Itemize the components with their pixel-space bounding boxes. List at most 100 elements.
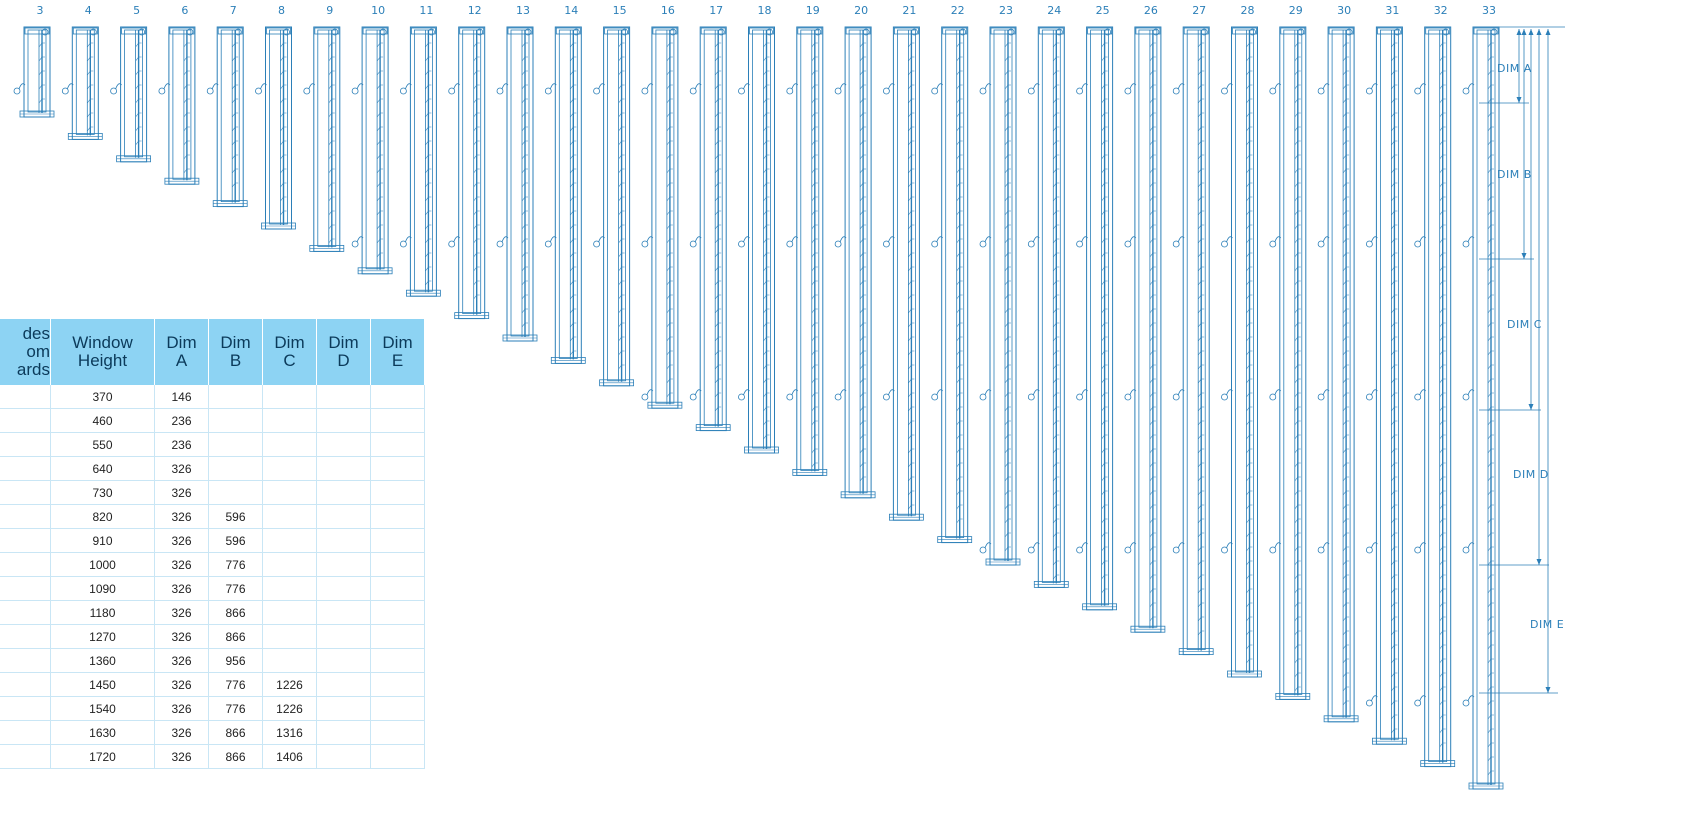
blade-tick — [1246, 112, 1253, 118]
blade-tick — [280, 126, 287, 132]
table-cell — [262, 385, 317, 409]
blade-tick — [859, 196, 867, 202]
blade-tick — [1246, 420, 1253, 426]
blade-tick — [1487, 168, 1494, 174]
operator-arm — [1226, 389, 1233, 396]
blade-tick — [1149, 406, 1156, 412]
blade-tick — [1246, 70, 1253, 76]
blade-tick — [280, 98, 287, 104]
blade-tick — [38, 56, 45, 62]
blade-tick — [1439, 504, 1446, 510]
blade-tick — [714, 238, 722, 244]
blade-tick — [1342, 350, 1350, 356]
blade-tick — [811, 322, 818, 328]
operator-arm — [791, 236, 799, 243]
blade-tick — [1439, 308, 1446, 314]
blade-tick — [1053, 224, 1060, 230]
blade-tick — [1439, 616, 1446, 622]
blade-tick — [1342, 224, 1350, 230]
blade-tick — [956, 504, 963, 510]
blade-tick — [1487, 126, 1494, 132]
blade-tick — [956, 294, 963, 300]
blade-tick — [908, 462, 915, 468]
blade-tick — [1149, 266, 1156, 272]
blade-tick — [1487, 714, 1494, 720]
window-inner-frame — [27, 29, 47, 113]
blade-tick — [811, 154, 818, 160]
blade-tick — [763, 392, 770, 398]
blade-tick — [1439, 252, 1446, 258]
blade-tick — [135, 42, 142, 48]
blade-count-label: 30 — [1337, 4, 1351, 17]
blade-tick — [1487, 70, 1494, 76]
blade-tick — [570, 350, 577, 356]
blade-tick — [1246, 252, 1253, 258]
blade-tick — [1439, 448, 1446, 454]
blade-tick — [1342, 252, 1350, 258]
blade-tick — [618, 224, 625, 230]
table-cell — [0, 624, 51, 649]
blade-tick — [376, 112, 384, 118]
blade-tick — [811, 42, 818, 48]
blade-tick — [1053, 518, 1060, 524]
blade-tick — [473, 154, 480, 160]
blade-tick — [1391, 308, 1398, 314]
blade-count-label: 27 — [1192, 4, 1206, 17]
blade-tick — [1439, 518, 1446, 524]
blade-tick — [1101, 392, 1108, 398]
window-inner-frame — [269, 29, 288, 225]
operator-arm — [1032, 542, 1040, 549]
blade-tick — [1439, 266, 1446, 272]
blade-tick — [1439, 532, 1446, 538]
operator-arm — [1081, 542, 1088, 549]
blade-tick — [1053, 546, 1060, 552]
table-cell — [370, 552, 425, 577]
blade-tick — [763, 308, 770, 314]
window-elevation-26: 26 — [1124, 4, 1166, 633]
window-elevation-18: 18 — [738, 4, 779, 454]
blade-tick — [1246, 602, 1253, 608]
table-cell: 776 — [208, 552, 263, 577]
table-cell — [370, 648, 425, 673]
blade-tick — [1342, 266, 1350, 272]
blade-tick — [1149, 126, 1156, 132]
table-cell: 1720 — [50, 744, 155, 769]
blade-tick — [521, 84, 528, 90]
blade-tick — [376, 154, 384, 160]
blade-tick — [811, 210, 818, 216]
blade-tick — [811, 336, 818, 342]
blade-tick — [521, 154, 528, 160]
blade-count-label: 21 — [902, 4, 916, 17]
blade-tick — [859, 84, 867, 90]
dim-arrow-up — [1516, 29, 1522, 35]
blade-tick — [1391, 140, 1398, 146]
table-cell — [370, 720, 425, 745]
operator-arm — [1371, 83, 1378, 90]
operator-arm — [1467, 83, 1475, 90]
window-inner-frame — [1283, 29, 1303, 695]
blade-tick — [1004, 462, 1011, 468]
blade-tick — [714, 336, 722, 342]
table-cell — [370, 600, 425, 625]
operator-arm — [1419, 83, 1427, 90]
blade-tick — [859, 448, 867, 454]
blade-tick — [1342, 588, 1350, 594]
blade-tick — [763, 364, 770, 370]
blade-tick — [570, 210, 577, 216]
blade-tick — [666, 140, 673, 146]
operator-arm — [1274, 236, 1282, 243]
blade-tick — [666, 294, 673, 300]
blade-tick — [1294, 336, 1301, 342]
blade-tick — [1391, 714, 1398, 720]
blade-tick — [1342, 392, 1350, 398]
blade-count-label: 32 — [1434, 4, 1448, 17]
blade-tick — [280, 70, 287, 76]
operator-handle — [1027, 546, 1035, 554]
window-inner-frame — [607, 29, 626, 382]
blade-tick — [811, 406, 818, 412]
blade-tick — [908, 406, 915, 412]
blade-tick — [908, 266, 915, 272]
table-cell: 1316 — [262, 720, 317, 745]
blade-tick — [1342, 616, 1350, 622]
blade-tick — [1149, 434, 1156, 440]
